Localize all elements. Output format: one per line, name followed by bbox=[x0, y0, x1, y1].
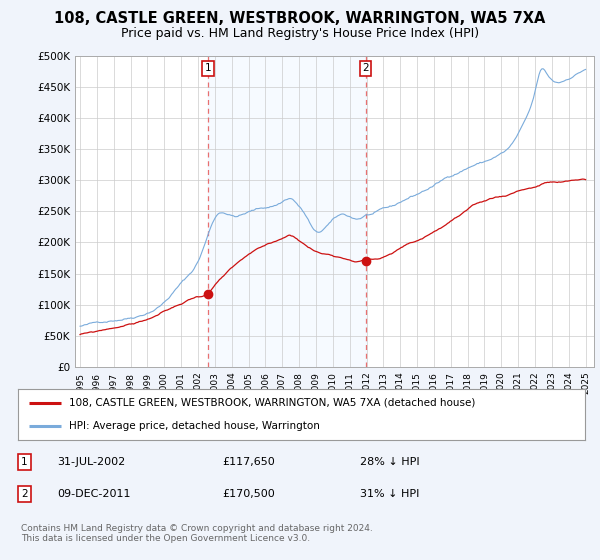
Text: 2: 2 bbox=[21, 489, 28, 499]
Text: 108, CASTLE GREEN, WESTBROOK, WARRINGTON, WA5 7XA (detached house): 108, CASTLE GREEN, WESTBROOK, WARRINGTON… bbox=[69, 398, 475, 408]
Text: 31-JUL-2002: 31-JUL-2002 bbox=[57, 457, 125, 467]
Text: 2: 2 bbox=[362, 63, 369, 73]
Text: 31% ↓ HPI: 31% ↓ HPI bbox=[360, 489, 419, 499]
Text: Price paid vs. HM Land Registry's House Price Index (HPI): Price paid vs. HM Land Registry's House … bbox=[121, 27, 479, 40]
Text: 09-DEC-2011: 09-DEC-2011 bbox=[57, 489, 131, 499]
Text: £170,500: £170,500 bbox=[222, 489, 275, 499]
Text: 1: 1 bbox=[21, 457, 28, 467]
Text: HPI: Average price, detached house, Warrington: HPI: Average price, detached house, Warr… bbox=[69, 421, 320, 431]
Text: 108, CASTLE GREEN, WESTBROOK, WARRINGTON, WA5 7XA: 108, CASTLE GREEN, WESTBROOK, WARRINGTON… bbox=[55, 11, 545, 26]
Text: £117,650: £117,650 bbox=[222, 457, 275, 467]
Text: 1: 1 bbox=[205, 63, 211, 73]
Text: 28% ↓ HPI: 28% ↓ HPI bbox=[360, 457, 419, 467]
Bar bbox=[208, 56, 365, 367]
Text: Contains HM Land Registry data © Crown copyright and database right 2024.
This d: Contains HM Land Registry data © Crown c… bbox=[21, 524, 373, 543]
